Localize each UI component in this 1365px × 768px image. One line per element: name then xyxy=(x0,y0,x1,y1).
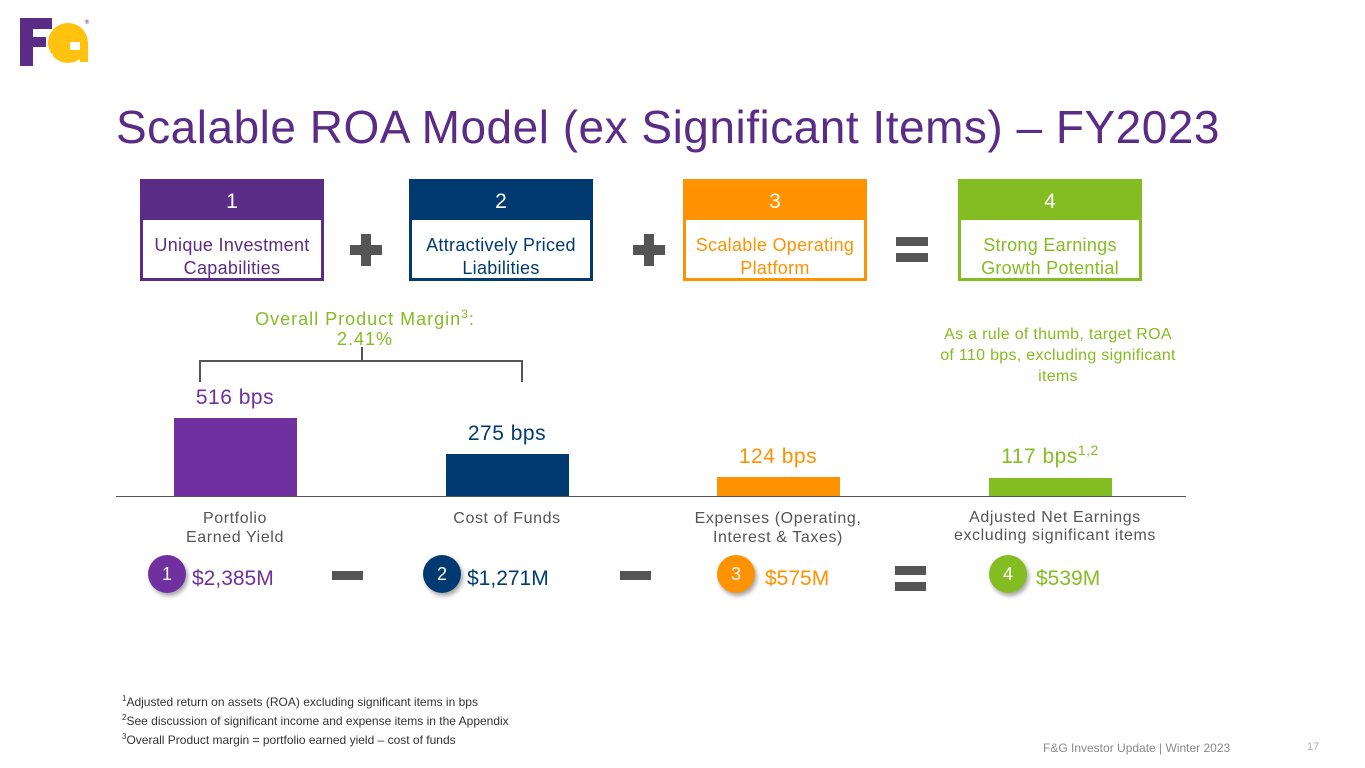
page-title: Scalable ROA Model (ex Significant Items… xyxy=(116,101,1220,153)
bar-value-label: 124 bps xyxy=(738,445,818,469)
margin-bracket xyxy=(199,347,523,382)
plus-icon xyxy=(633,234,665,266)
box-label: Attractively Priced Liabilities xyxy=(426,235,576,278)
bar-portfolio-earned-yield xyxy=(173,418,297,496)
fg-logo-icon: & ® xyxy=(20,18,90,66)
footer-text: F&G Investor Update | Winter 2023 xyxy=(1043,741,1231,755)
chart-baseline xyxy=(116,496,1186,497)
footnote-2: 2See discussion of significant income an… xyxy=(122,713,509,728)
equals-icon xyxy=(896,237,928,262)
svg-text:®: ® xyxy=(84,19,90,26)
amount-expenses: $575M xyxy=(765,567,830,590)
category-label: Expenses (Operating, Interest & Taxes) xyxy=(694,510,862,546)
bar-value-label: 516 bps xyxy=(195,386,275,409)
bar-value-label: 275 bps xyxy=(467,422,547,446)
bar-expenses xyxy=(716,477,840,496)
minus-icon xyxy=(620,571,651,580)
box-platform: 3 Scalable Operating Platform xyxy=(683,179,867,281)
box-label: Unique Investment Capabilities xyxy=(154,235,310,278)
amount-portfolio: $2,385M xyxy=(192,567,274,590)
footnotes: 1Adjusted return on assets (ROA) excludi… xyxy=(122,691,509,748)
category-label: Portfolio Earned Yield xyxy=(186,510,284,546)
box-label: Strong Earnings Growth Potential xyxy=(981,235,1119,278)
box-number: 2 xyxy=(412,182,590,220)
box-earnings: 4 Strong Earnings Growth Potential xyxy=(958,179,1142,281)
svg-text:&: & xyxy=(42,48,54,64)
category-label: Adjusted Net Earnings excluding significa… xyxy=(953,509,1157,544)
step-circle-4: 4 xyxy=(989,555,1027,593)
footnote-1: 1Adjusted return on assets (ROA) excludi… xyxy=(122,694,478,709)
footnote-3: 3Overall Product margin = portfolio earn… xyxy=(122,732,456,747)
minus-icon xyxy=(332,571,363,580)
bar-cost-of-funds xyxy=(445,454,569,496)
amount-net-earnings: $539M xyxy=(1036,567,1101,590)
amount-cost-of-funds: $1,271M xyxy=(467,567,549,590)
box-number: 4 xyxy=(961,182,1139,220)
step-circle-1: 1 xyxy=(148,555,186,593)
product-margin-label: Overall Product Margin3: 2.41% xyxy=(255,307,475,349)
box-number: 3 xyxy=(686,182,864,220)
box-investment: 1 Unique Investment Capabilities xyxy=(140,179,324,281)
box-liabilities: 2 Attractively Priced Liabilities xyxy=(409,179,593,281)
product-margin-value: 2.41% xyxy=(336,329,394,349)
box-label: Scalable Operating Platform xyxy=(695,235,855,278)
category-label: Cost of Funds xyxy=(453,510,561,527)
bar-value-label: 117 bps1,2 xyxy=(1001,442,1099,469)
box-number: 1 xyxy=(143,182,321,220)
rule-of-thumb-note: As a rule of thumb, target ROA of 110 bp… xyxy=(940,326,1176,385)
page-number: 17 xyxy=(1307,741,1320,753)
bar-adjusted-net-earnings xyxy=(988,478,1112,496)
equals-icon xyxy=(895,566,926,591)
step-circle-2: 2 xyxy=(423,555,461,593)
plus-icon xyxy=(350,234,382,266)
step-circle-3: 3 xyxy=(717,555,755,593)
